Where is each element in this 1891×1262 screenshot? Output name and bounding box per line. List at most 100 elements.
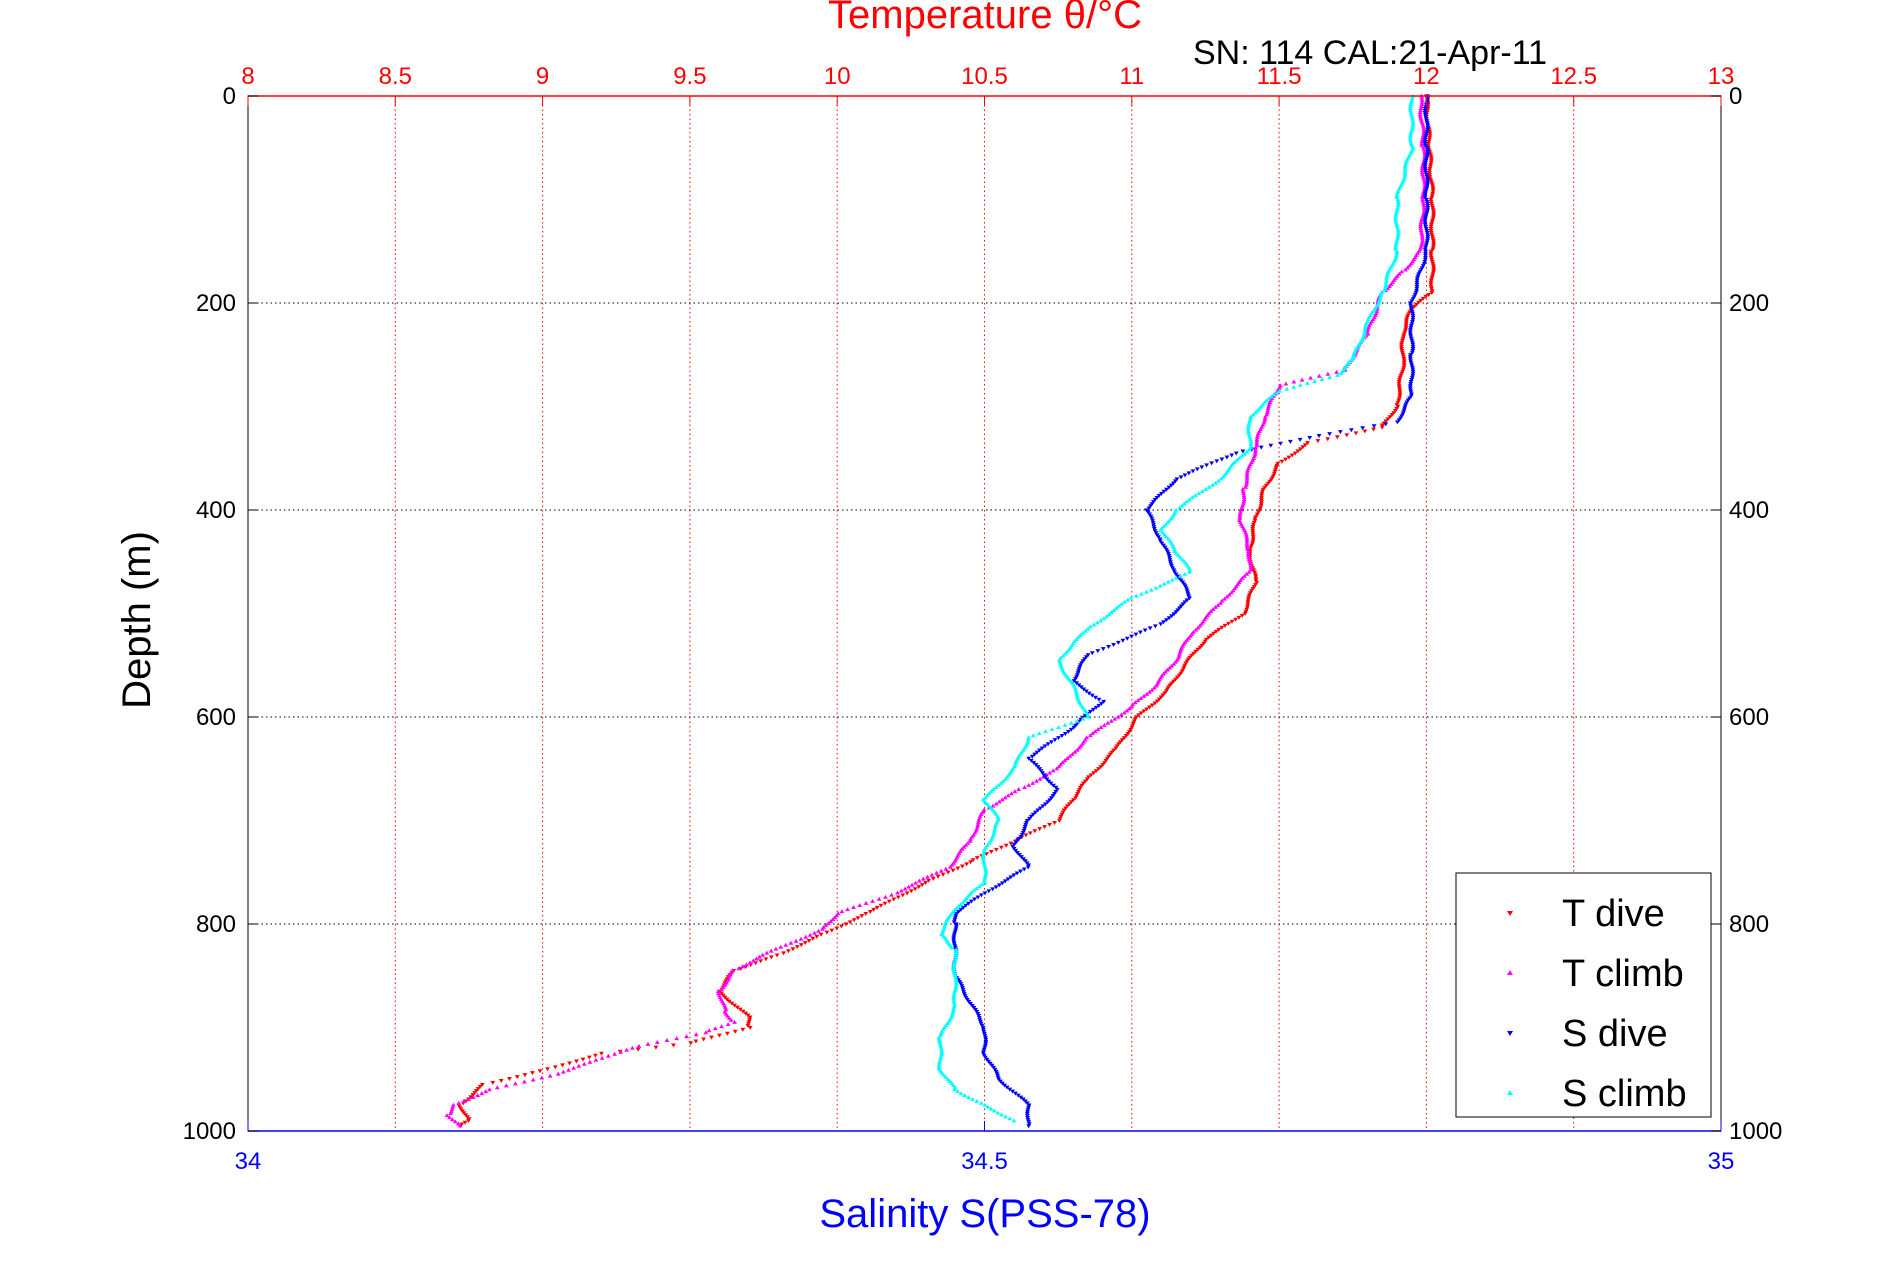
legend-marker [1507,911,1513,916]
data-point [1167,560,1173,565]
data-point [1109,750,1115,755]
data-point [1428,160,1434,165]
data-point [1026,863,1031,868]
data-point [1032,829,1038,834]
data-point [1407,357,1413,362]
data-point [719,986,725,991]
data-point [951,920,957,925]
data-point [979,882,985,887]
data-point [1378,290,1384,295]
data-point [1396,384,1402,389]
data-point [951,969,957,974]
data-point [1124,636,1130,641]
data-point [952,971,957,976]
data-point [1248,437,1253,442]
data-point [1247,591,1253,596]
data-point [1394,238,1400,243]
data-point [1148,587,1154,592]
data-point [1393,215,1398,220]
data-point [498,1078,504,1083]
data-point [1393,244,1398,249]
data-point [1103,758,1109,763]
data-point [1129,704,1135,709]
data-point [1151,527,1157,532]
data-point [1258,506,1263,511]
data-point [1422,216,1428,221]
data-point [998,845,1004,850]
data-point [1419,103,1424,108]
data-point [1112,716,1118,721]
data-point [1088,773,1094,778]
data-point [1409,97,1415,102]
data-point [1429,202,1434,207]
data-point [732,1019,737,1024]
data-point [1246,557,1252,562]
data-point [814,934,820,939]
data-point [1254,435,1260,440]
data-point [1422,166,1428,171]
data-point [1076,745,1082,750]
data-point [1428,156,1434,161]
data-point [1431,264,1436,269]
data-point [512,1081,518,1086]
data-point [1395,201,1401,206]
data-point [1222,596,1227,601]
data-point [1241,499,1247,504]
data-point [1073,687,1079,692]
data-point [906,884,911,889]
data-point [882,901,888,906]
data-point [969,890,975,895]
data-point [545,1067,550,1072]
data-point [1250,587,1256,592]
data-point [1420,238,1425,243]
data-point [1410,369,1416,374]
data-point [990,807,996,812]
data-point [855,916,861,921]
data-point [976,816,982,821]
data-point [1132,700,1138,705]
data-point [1244,571,1250,576]
data-point [1399,349,1405,354]
data-point [1025,1115,1031,1120]
data-point [1167,558,1173,563]
data-point [506,1077,512,1082]
data-point [983,871,989,876]
data-point [939,1047,945,1052]
data-point [909,882,915,887]
data-point [449,1117,455,1122]
data-point [1424,187,1429,192]
data-point [1165,520,1171,525]
data-point [1283,381,1289,386]
data-point [828,919,834,924]
data-point [1172,479,1178,484]
depth-tick-label-right: 800 [1729,911,1769,938]
data-point [1163,618,1169,623]
data-point [943,1074,949,1079]
data-point [1410,315,1416,320]
data-point [1095,727,1101,732]
data-point [988,805,994,810]
data-point [1005,877,1011,882]
data-point [1026,1105,1031,1110]
data-point [941,1072,947,1077]
data-point [1429,274,1435,279]
data-point [1071,679,1077,684]
data-point [1258,504,1264,509]
data-point [1249,589,1254,594]
data-point [953,947,959,952]
data-point [1246,422,1252,427]
data-point [1067,753,1073,758]
data-point [1050,783,1056,788]
data-point [1042,825,1047,830]
data-point [955,1089,961,1094]
data-point [1304,380,1310,385]
data-point [1133,715,1139,720]
data-point [1410,118,1416,123]
data-point [976,818,982,823]
data-point [764,950,770,955]
data-point [1422,106,1428,111]
data-point [1387,415,1393,420]
data-point [1401,357,1407,362]
data-point [1259,489,1265,494]
data-point [747,960,753,965]
